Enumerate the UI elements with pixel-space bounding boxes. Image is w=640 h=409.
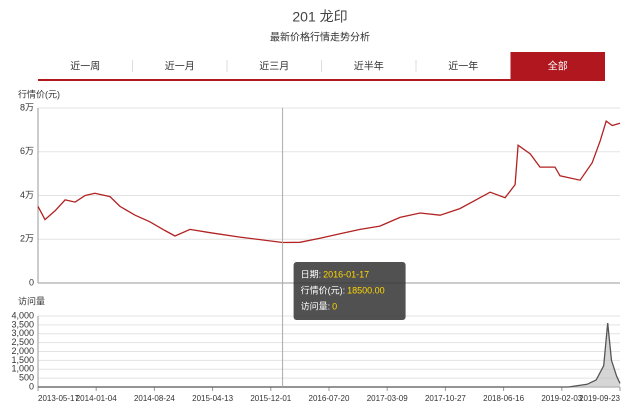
tab-label[interactable]: 近三月 — [259, 60, 289, 73]
tab-label[interactable]: 近一月 — [165, 60, 195, 73]
tooltip-label: 日期: — [301, 269, 322, 279]
x-tick-label: 2019-02-03 — [541, 394, 582, 403]
title: 201 龙印 — [292, 9, 347, 25]
y-tick-label: 4,000 — [11, 310, 34, 320]
y-tick-label: 8万 — [20, 102, 34, 112]
x-tick-label: 2018-06-16 — [483, 394, 524, 403]
tooltip-box — [293, 262, 406, 320]
y-axis-label: 行情价(元) — [18, 88, 60, 99]
area — [38, 323, 620, 387]
line — [37, 120, 621, 244]
y-tick-label: 0 — [29, 277, 34, 287]
tab[interactable] — [132, 52, 228, 80]
tabs: 近一周 近一月 近三月 近半年 近一年 全部 — [38, 52, 605, 80]
tab-label[interactable]: 近一年 — [448, 60, 478, 73]
y-tick-label: 500 — [19, 373, 34, 383]
x-tick-label: 2017-03-09 — [367, 394, 408, 403]
y-tick-label: 1,000 — [11, 364, 34, 374]
y-axis-label: 访问量 — [18, 295, 45, 306]
y-tick-label: 3,500 — [11, 319, 34, 329]
y-tick-label: 2,000 — [11, 346, 34, 356]
line — [38, 323, 621, 388]
tooltip-label: 访问量: — [301, 300, 331, 311]
tooltip: 日期: 2016-01-17 行情价(元): 18500.00 访问量: 0 — [282, 108, 406, 387]
y-tick-label: 0 — [29, 381, 34, 391]
tooltip-value: 0 — [332, 301, 337, 311]
x-tick-label: 2014-01-04 — [76, 394, 117, 403]
x-tick-label: 2015-12-01 — [250, 394, 291, 403]
tab-label[interactable]: 近半年 — [354, 60, 384, 73]
tooltip-value: 18500.00 — [347, 285, 385, 295]
y-tick-label: 1,500 — [11, 355, 34, 365]
x-tick-label: 2015-04-13 — [192, 394, 233, 403]
tooltip-value: 2016-01-17 — [323, 269, 369, 279]
x-tick-label: 2019-09-23 — [579, 394, 620, 403]
y-tick-label: 2万 — [20, 234, 34, 244]
y-tick-label: 2,500 — [11, 337, 34, 347]
subtitle: 最新价格行情走势分析 — [270, 31, 370, 44]
tab[interactable] — [38, 52, 133, 80]
y-tick-label: 4万 — [20, 190, 34, 200]
x-tick-label: 2016-07-20 — [309, 394, 350, 403]
y-tick-label: 3,000 — [11, 328, 34, 338]
x-tick-label: 2017-10-27 — [425, 394, 466, 403]
tab[interactable] — [510, 52, 606, 80]
tab[interactable] — [227, 52, 322, 80]
tab-label[interactable]: 近一周 — [70, 60, 100, 73]
x-tick-label: 2013-05-17 — [38, 394, 79, 403]
tooltip-label: 行情价(元): — [301, 284, 346, 295]
plots: 行情价(元)02万4万6万8万访问量05001,0001,5002,0002,5… — [11, 88, 621, 403]
tab-label[interactable]: 全部 — [548, 60, 568, 73]
tab[interactable] — [416, 52, 511, 80]
tab[interactable] — [321, 52, 417, 80]
y-tick-label: 6万 — [20, 146, 34, 156]
x-tick-label: 2014-08-24 — [134, 394, 175, 403]
